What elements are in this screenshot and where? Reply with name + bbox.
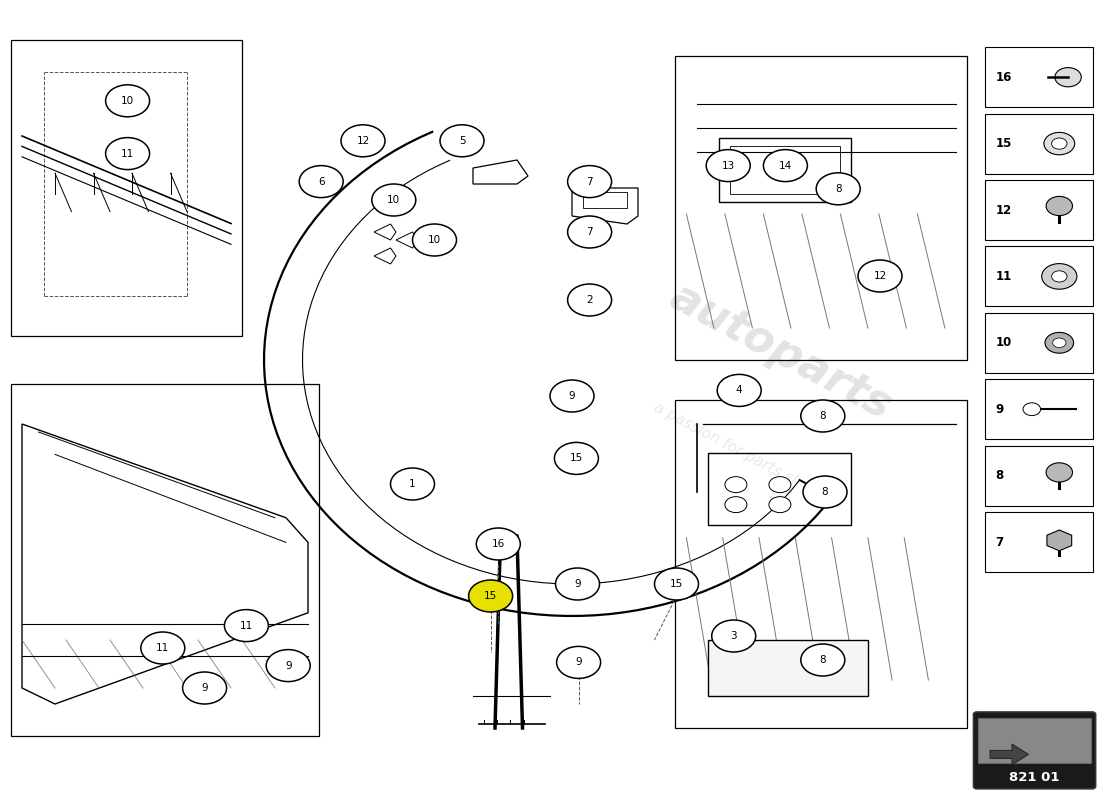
- Text: 15: 15: [670, 579, 683, 589]
- Circle shape: [141, 632, 185, 664]
- Circle shape: [106, 138, 150, 170]
- Text: 16: 16: [996, 70, 1012, 84]
- Text: 9: 9: [575, 658, 582, 667]
- Circle shape: [1053, 338, 1066, 347]
- Text: 8: 8: [822, 487, 828, 497]
- Circle shape: [440, 125, 484, 157]
- Text: 12: 12: [356, 136, 370, 146]
- Circle shape: [412, 224, 456, 256]
- Text: 10: 10: [428, 235, 441, 245]
- Circle shape: [1046, 196, 1072, 215]
- Text: 8: 8: [820, 655, 826, 665]
- Text: 8: 8: [835, 184, 842, 194]
- Text: 7: 7: [586, 177, 593, 186]
- Text: 821 01: 821 01: [1009, 771, 1059, 784]
- Text: 11: 11: [121, 149, 134, 158]
- Text: 2: 2: [586, 295, 593, 305]
- Circle shape: [557, 646, 601, 678]
- Circle shape: [1044, 132, 1075, 155]
- Circle shape: [801, 400, 845, 432]
- Circle shape: [106, 85, 150, 117]
- Text: 10: 10: [387, 195, 400, 205]
- Circle shape: [706, 150, 750, 182]
- Text: 8: 8: [820, 411, 826, 421]
- Text: 15: 15: [484, 591, 497, 601]
- Polygon shape: [264, 132, 832, 616]
- Text: 7: 7: [996, 535, 1003, 549]
- Circle shape: [390, 468, 435, 500]
- Polygon shape: [990, 744, 1028, 765]
- Text: 4: 4: [736, 386, 743, 395]
- Text: 9: 9: [201, 683, 208, 693]
- Text: 11: 11: [156, 643, 169, 653]
- Circle shape: [725, 477, 747, 493]
- Text: a passion for parts slanin85: a passion for parts slanin85: [651, 400, 845, 512]
- Circle shape: [556, 568, 600, 600]
- Text: 11: 11: [996, 270, 1012, 283]
- Text: 5: 5: [459, 136, 465, 146]
- FancyBboxPatch shape: [974, 712, 1096, 789]
- Text: 6: 6: [318, 177, 324, 186]
- Text: 15: 15: [570, 454, 583, 463]
- Text: 8: 8: [996, 469, 1003, 482]
- Text: 9: 9: [996, 402, 1003, 416]
- Circle shape: [816, 173, 860, 205]
- Text: 3: 3: [730, 631, 737, 641]
- Circle shape: [803, 476, 847, 508]
- Text: 9: 9: [574, 579, 581, 589]
- Circle shape: [266, 650, 310, 682]
- Circle shape: [1046, 462, 1072, 482]
- Circle shape: [469, 580, 513, 612]
- Circle shape: [341, 125, 385, 157]
- Text: 15: 15: [996, 137, 1012, 150]
- Circle shape: [801, 644, 845, 676]
- Text: 12: 12: [873, 271, 887, 281]
- Circle shape: [224, 610, 268, 642]
- Circle shape: [1042, 264, 1077, 289]
- Circle shape: [769, 477, 791, 493]
- Circle shape: [717, 374, 761, 406]
- Circle shape: [550, 380, 594, 412]
- Text: 13: 13: [722, 161, 735, 170]
- Circle shape: [763, 150, 807, 182]
- Text: 16: 16: [492, 539, 505, 549]
- Text: 14: 14: [779, 161, 792, 170]
- Circle shape: [654, 568, 698, 600]
- Text: 12: 12: [996, 203, 1012, 217]
- Circle shape: [858, 260, 902, 292]
- Text: 1: 1: [409, 479, 416, 489]
- Circle shape: [1052, 138, 1067, 149]
- Circle shape: [1055, 68, 1081, 87]
- Circle shape: [299, 166, 343, 198]
- Circle shape: [183, 672, 227, 704]
- Circle shape: [725, 497, 747, 513]
- Circle shape: [1023, 403, 1041, 416]
- Circle shape: [554, 442, 598, 474]
- Circle shape: [712, 620, 756, 652]
- Text: 9: 9: [285, 661, 292, 670]
- Polygon shape: [1047, 530, 1071, 551]
- Circle shape: [568, 216, 612, 248]
- Text: 10: 10: [996, 336, 1012, 350]
- Circle shape: [769, 497, 791, 513]
- Circle shape: [372, 184, 416, 216]
- Circle shape: [568, 284, 612, 316]
- FancyBboxPatch shape: [978, 718, 1091, 763]
- Text: autoparts: autoparts: [662, 275, 900, 429]
- Text: 11: 11: [240, 621, 253, 630]
- Circle shape: [1052, 270, 1067, 282]
- Circle shape: [476, 528, 520, 560]
- FancyBboxPatch shape: [708, 640, 868, 696]
- Circle shape: [1045, 333, 1074, 354]
- Text: 7: 7: [586, 227, 593, 237]
- Circle shape: [568, 166, 612, 198]
- Text: 10: 10: [121, 96, 134, 106]
- Text: 9: 9: [569, 391, 575, 401]
